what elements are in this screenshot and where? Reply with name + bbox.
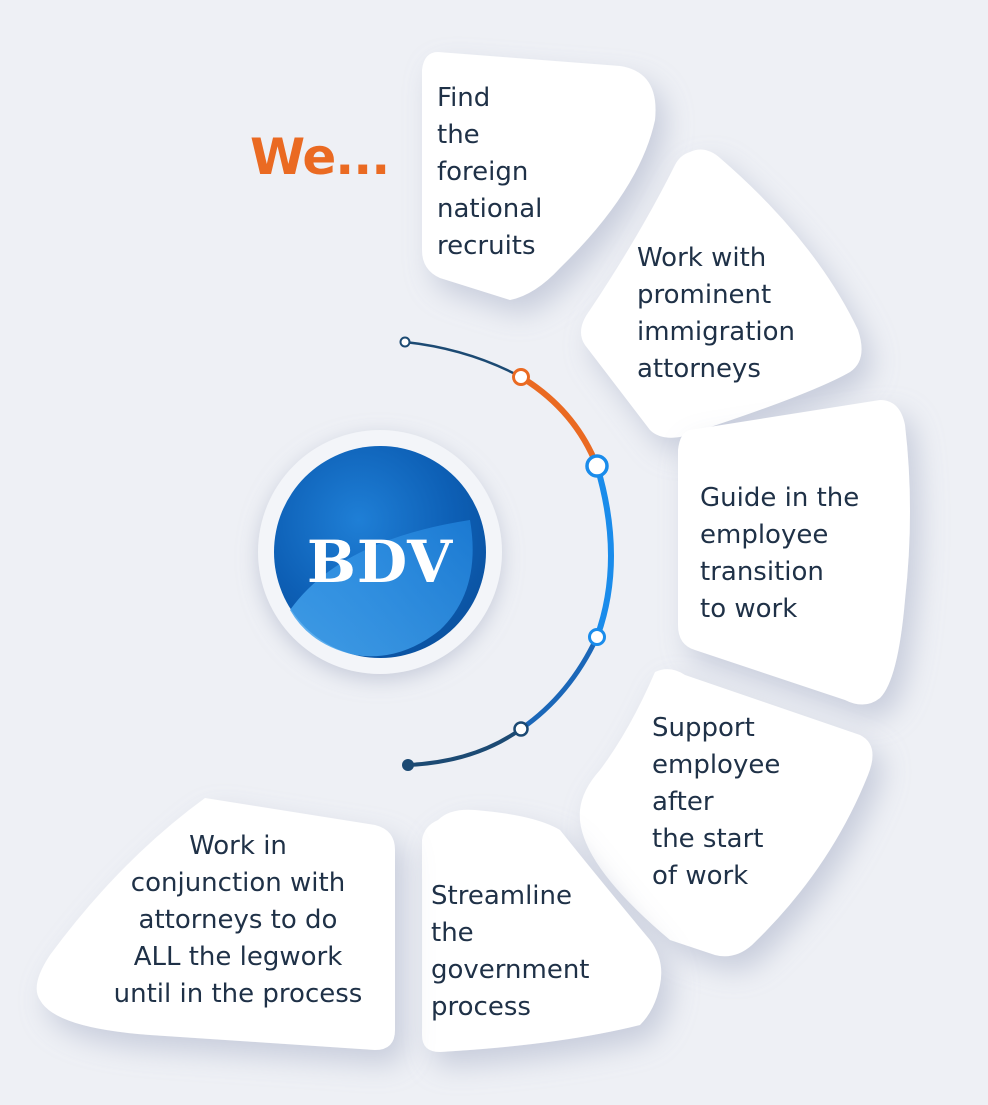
timeline-node-blue [588, 628, 606, 646]
step-1-text: Find the foreign national recruits [437, 80, 542, 265]
we-heading: We... [250, 128, 390, 186]
timeline-arc-navy [406, 727, 523, 767]
step-4-line: employee [652, 750, 781, 780]
card-1 [422, 52, 656, 300]
step-4-line: of work [652, 861, 749, 891]
card-3 [678, 400, 910, 705]
step-5-line: the [431, 918, 474, 948]
timeline-node-navy [513, 721, 529, 737]
step-6-line: conjunction with [130, 868, 346, 898]
timeline-node-start [399, 336, 411, 348]
step-3-text: Guide in the employee transition to work [700, 480, 859, 628]
step-2-line: immigration [637, 317, 796, 347]
step-4-line: after [652, 787, 714, 817]
step-6-line: Work in [189, 831, 287, 861]
step-2-line: prominent [637, 280, 772, 310]
timeline-arc-top [404, 340, 522, 379]
step-6-line: ALL the legwork [133, 942, 343, 972]
card-5 [422, 809, 662, 1052]
timeline-node-orange [512, 368, 530, 386]
step-6-line: attorneys to do [138, 905, 338, 935]
step-1-line: the [437, 120, 480, 150]
step-3-line: transition [700, 557, 824, 587]
step-3-line: to work [700, 594, 798, 624]
step-5-line: process [431, 992, 531, 1022]
step-1-line: foreign [437, 157, 529, 187]
step-2-text: Work with prominent immigration attorney… [637, 240, 795, 388]
step-2-line: attorneys [637, 354, 761, 384]
step-1-line: national [437, 194, 543, 224]
timeline-node-blue-large [585, 454, 609, 478]
step-4-text: Support employee after the start of work [652, 710, 780, 895]
timeline-arc-blue [594, 463, 614, 640]
card-6 [36, 798, 396, 1050]
step-3-line: Guide in the [700, 483, 860, 513]
card-4 [579, 669, 873, 957]
logo-text: BDV [307, 528, 453, 596]
card-2 [581, 149, 862, 438]
step-3-line: employee [700, 520, 829, 550]
step-5-text: Streamline the government process [431, 878, 590, 1026]
step-1-line: Find [437, 83, 491, 113]
timeline-arc-blue-2 [518, 634, 600, 732]
timeline-arc-orange [518, 374, 600, 469]
step-6-text: Work in conjunction with attorneys to do… [88, 828, 388, 1013]
timeline-node-end [402, 759, 414, 771]
step-1-line: recruits [437, 231, 536, 261]
step-5-line: Streamline [431, 881, 572, 911]
logo-highlight [290, 520, 473, 657]
step-4-line: the start [652, 824, 764, 854]
step-6-line: until in the process [113, 979, 363, 1009]
step-2-line: Work with [637, 243, 767, 273]
step-4-line: Support [652, 713, 755, 743]
step-5-line: government [431, 955, 590, 985]
